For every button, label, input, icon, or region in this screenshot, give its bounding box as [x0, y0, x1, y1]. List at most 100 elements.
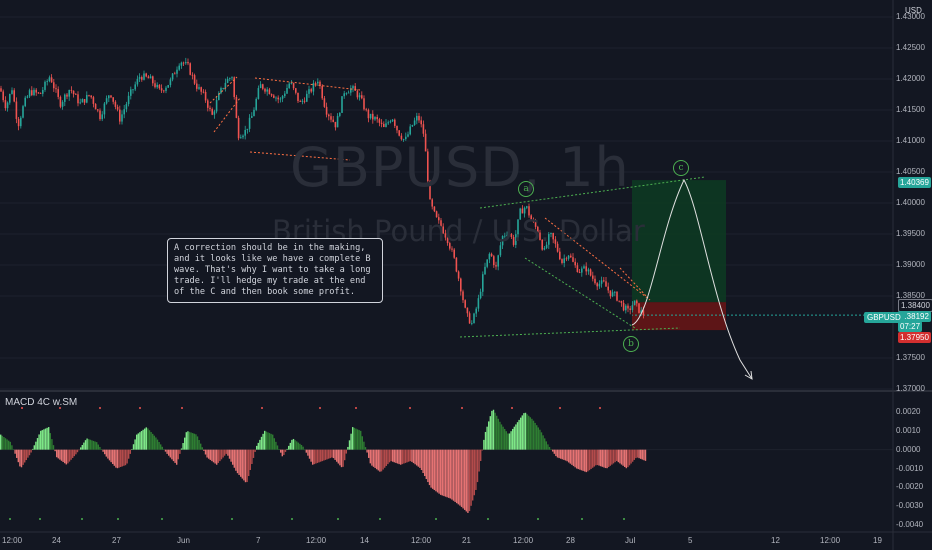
currency-label[interactable]: USD — [905, 6, 922, 15]
macd-bar — [393, 449, 395, 463]
candle — [187, 62, 189, 64]
candle — [68, 89, 70, 97]
signal-dot — [623, 518, 625, 520]
candle — [561, 259, 563, 264]
candle — [383, 123, 385, 127]
macd-bar — [424, 449, 426, 477]
candle — [636, 300, 638, 304]
macd-bar — [387, 449, 389, 465]
macd-bar — [508, 433, 511, 450]
chart-grid — [0, 16, 893, 390]
candle — [585, 266, 587, 272]
candle — [277, 97, 279, 100]
candle — [376, 116, 378, 120]
macd-bar — [361, 436, 363, 450]
macd-bar — [54, 449, 56, 452]
macd-bar — [9, 441, 11, 450]
time-tick-label: 24 — [52, 536, 61, 545]
candle — [442, 226, 444, 234]
macd-bar — [452, 449, 455, 501]
candle — [592, 275, 594, 279]
macd-bar — [540, 432, 543, 450]
macd-bar — [640, 449, 642, 459]
macd-bar — [35, 441, 37, 450]
candle — [638, 303, 640, 313]
idea-note[interactable]: A correction should be in the making, an… — [167, 238, 383, 303]
macd-bar — [88, 439, 90, 450]
macd-bar — [3, 437, 5, 450]
wave-label-a[interactable]: a — [518, 181, 534, 197]
macd-bar — [521, 415, 523, 450]
macd-bar — [630, 449, 632, 464]
macd-bar — [641, 449, 643, 460]
macd-bar — [342, 449, 344, 467]
channel-line — [249, 151, 351, 161]
macd-bar — [11, 445, 13, 450]
candle — [262, 84, 264, 89]
wedge-line — [459, 327, 681, 338]
candle — [17, 118, 20, 127]
macd-bar — [158, 441, 160, 450]
price-tick-label: 1.37000 — [896, 384, 925, 393]
candle — [486, 259, 488, 267]
macd-bar — [27, 449, 29, 458]
wave-label-b[interactable]: b — [623, 336, 639, 352]
macd-bar — [609, 449, 611, 466]
macd-bar — [548, 447, 551, 450]
macd-bar — [120, 449, 122, 467]
candle — [396, 125, 398, 131]
macd-bar — [43, 429, 45, 450]
candle — [35, 89, 37, 93]
macd-bar — [96, 442, 98, 450]
macd-bar — [537, 427, 539, 450]
macd-bar — [236, 449, 239, 474]
signal-dot — [355, 407, 357, 409]
candle — [174, 73, 176, 75]
wave-label-c[interactable]: c — [673, 160, 689, 176]
candle — [539, 232, 541, 240]
macd-bar — [382, 449, 384, 470]
candle — [611, 292, 614, 297]
candle — [200, 87, 202, 92]
signal-dot — [461, 407, 463, 409]
candle — [319, 81, 321, 87]
macd-bar — [336, 449, 338, 462]
macd-bar — [612, 449, 615, 464]
macd-bar — [480, 449, 482, 461]
time-tick-label: Jul — [625, 536, 636, 545]
macd-bar — [528, 415, 530, 450]
candle — [72, 90, 75, 95]
macd-bar — [486, 426, 488, 450]
candle — [504, 235, 506, 237]
macd-bar — [172, 449, 175, 462]
macd-bar — [292, 438, 295, 450]
candle — [587, 269, 590, 272]
candle — [600, 280, 603, 284]
candle — [583, 266, 585, 269]
macd-bar — [542, 435, 544, 450]
candle — [543, 247, 546, 250]
macd-bar — [534, 422, 536, 450]
candle — [413, 120, 416, 126]
macd-bar — [358, 430, 360, 450]
indicator-label[interactable]: MACD 4C w.SM — [5, 397, 78, 408]
candle — [545, 244, 548, 248]
candle — [90, 95, 92, 98]
macd-bar — [417, 449, 419, 467]
candle — [211, 109, 213, 115]
macd-bar — [262, 433, 264, 450]
macd-bar — [24, 449, 26, 463]
macd-bar — [632, 449, 634, 462]
macd-bar — [160, 444, 162, 450]
candle — [321, 86, 323, 99]
macd-bar — [217, 449, 219, 463]
macd-bar — [288, 445, 290, 450]
macd-bar — [204, 449, 207, 455]
macd-bar — [320, 449, 322, 462]
price-tick-label: 1.38500 — [896, 291, 925, 300]
macd-bar — [198, 440, 200, 450]
candle — [9, 93, 11, 103]
candle — [576, 265, 579, 273]
macd-bar — [68, 449, 71, 462]
